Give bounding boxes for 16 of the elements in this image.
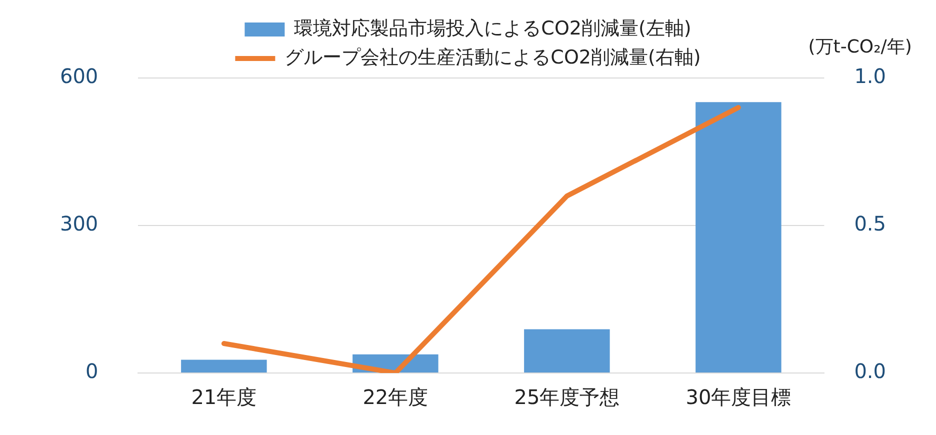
legend-label: 環境対応製品市場投入によるCO2削減量(左軸) xyxy=(294,17,692,40)
bar xyxy=(181,360,267,372)
y2-axis-title: (万t-CO₂/年) xyxy=(808,36,912,58)
x-tick-label: 25年度予想 xyxy=(514,385,620,410)
bar xyxy=(696,102,782,372)
y-tick-label: 0 xyxy=(85,359,98,384)
y2-tick-label: 1.0 xyxy=(854,64,886,88)
y2-tick-label: 0.0 xyxy=(854,359,886,384)
x-tick-label: 30年度目標 xyxy=(686,385,792,410)
y-tick-label: 600 xyxy=(60,64,98,88)
y-tick-label: 300 xyxy=(60,212,98,236)
x-tick-label: 22年度 xyxy=(362,385,428,410)
y2-tick-label: 0.5 xyxy=(854,212,886,236)
bar xyxy=(524,329,610,372)
x-tick-label: 21年度 xyxy=(191,385,257,410)
legend-label: グループ会社の生産活動によるCO2削減量(右軸) xyxy=(284,46,701,68)
